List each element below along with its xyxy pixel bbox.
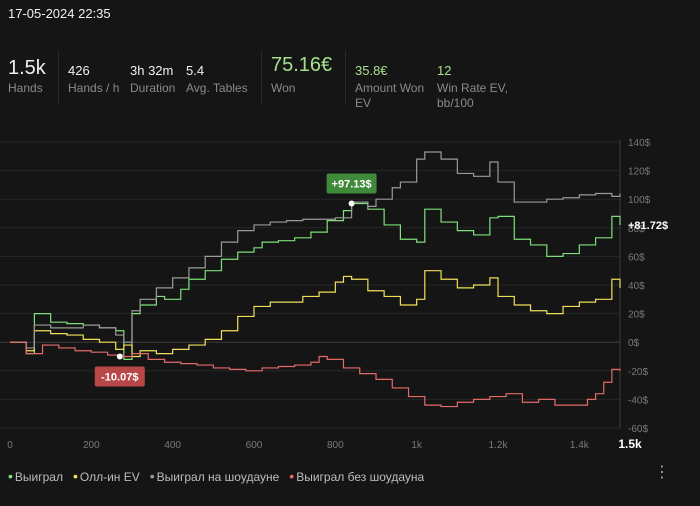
stat-amount-won-ev-label: Amount Won EV — [355, 81, 425, 110]
legend-label: Выиграл на шоудауне — [156, 470, 280, 484]
stats-bar: 1.5k Hands 426 Hands / h 3h 32m Duration… — [0, 50, 700, 110]
x-tick-label: 600 — [246, 440, 263, 451]
y-tick-label: 20$ — [628, 310, 645, 321]
stat-divider — [345, 50, 346, 105]
x-tick-label: 400 — [164, 440, 181, 451]
series-line — [10, 270, 621, 358]
stat-won-label: Won — [271, 81, 296, 95]
annotation-badge — [326, 173, 377, 194]
chart-legend: • Выиграл • Олл-ин EV • Выиграл на шоудауне • В… — [8, 468, 434, 484]
series-line — [10, 151, 621, 349]
annotation-point — [348, 200, 355, 207]
legend-label: Выиграл без шоудауна — [296, 470, 425, 484]
stat-won-value: 75.16€ — [271, 54, 333, 76]
annotation-label: +97.13$ — [332, 178, 372, 190]
x-tick-label: 0 — [7, 440, 13, 451]
stat-win-rate-ev-value: 12 — [437, 63, 452, 78]
y-tick-label: 140$ — [628, 138, 651, 149]
legend-dot-icon: • — [8, 468, 13, 484]
stat-hands-per-hour-value: 426 — [68, 63, 90, 78]
y-tick-label: -40$ — [628, 395, 648, 406]
legend-dot-icon: • — [149, 468, 155, 484]
stat-avg-tables-label: Avg. Tables — [186, 81, 248, 95]
x-tick-label: 800 — [327, 440, 344, 451]
legend-label: Олл-ин EV — [79, 470, 140, 484]
y-tick-label: 40$ — [628, 281, 645, 292]
stat-avg-tables-value: 5.4 — [186, 63, 205, 78]
annotation-point — [116, 353, 123, 360]
stat-hands-value: 1.5k — [8, 57, 46, 79]
stat-divider — [261, 50, 262, 105]
y-tick-label: 0$ — [628, 338, 640, 349]
stat-divider — [58, 50, 59, 105]
y-tick-label: 120$ — [628, 167, 651, 178]
y-tick-label: -20$ — [628, 367, 648, 378]
stat-hands-label: Hands — [8, 81, 43, 95]
x-tick-label: 1.4k — [570, 440, 590, 451]
legend-item[interactable]: • Выиграл без шоудауна — [289, 468, 425, 484]
x-tick-label: 1.2k — [489, 440, 509, 451]
legend-item[interactable]: • Олл-ин EV — [72, 468, 140, 484]
stat-duration-label: Duration — [130, 81, 176, 95]
stat-amount-won-ev-value: 35.8€ — [355, 63, 388, 78]
x-tick-label: 1k — [411, 440, 423, 451]
legend-item[interactable]: • Выиграл — [8, 468, 63, 484]
series-line — [10, 341, 621, 408]
legend-label: Выиграл — [14, 470, 63, 484]
stat-win-rate-ev-label: Win Rate EV, bb/100 — [437, 81, 508, 110]
series-line — [10, 202, 621, 360]
x-tick-label: 200 — [83, 440, 100, 451]
legend-dot-icon: • — [72, 468, 78, 484]
legend-item[interactable]: • Выиграл на шоудауне — [149, 468, 280, 484]
session-date: 17-05-2024 22:35 — [8, 6, 111, 21]
legend-dot-icon: • — [289, 468, 295, 484]
x-tick-label: 1.5k — [618, 437, 642, 451]
end-value-label: +81.72$ — [628, 220, 668, 232]
y-tick-label: 60$ — [628, 252, 645, 263]
y-tick-label: -60$ — [628, 424, 648, 435]
y-tick-label: 80$ — [628, 224, 645, 235]
more-options-icon[interactable]: ⋮ — [654, 464, 670, 481]
stat-hands-per-hour-label: Hands / h — [68, 81, 120, 95]
annotation-badge — [94, 366, 145, 387]
stat-duration-value: 3h 32m — [130, 63, 174, 78]
y-tick-label: 100$ — [628, 195, 651, 206]
annotation-label: -10.07$ — [101, 372, 138, 384]
results-chart[interactable]: -60$ -40$ -20$ 0$ 20$ 40$ 60$ 80$ 100$ 120$ 140$ 0 2… — [0, 130, 700, 460]
